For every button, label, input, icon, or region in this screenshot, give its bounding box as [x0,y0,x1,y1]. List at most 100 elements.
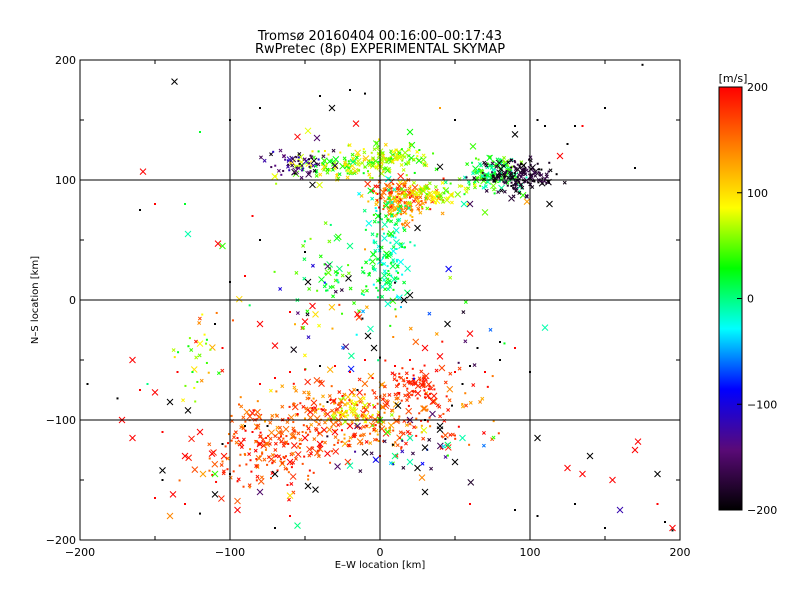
scatter-point-small [429,386,434,391]
scatter-point-small [426,192,431,197]
scatter-point-small [269,152,274,157]
scatter-point-small [393,276,398,281]
scatter-point-dot [371,176,374,179]
scatter-point-small [361,405,366,410]
scatter-point-small [333,289,338,294]
scatter-point-dot [347,164,350,167]
scatter-point-small [350,156,355,161]
scatter-point-dot [154,203,156,205]
scatter-point-dot [392,429,395,432]
scatter-point-small [402,194,407,198]
scatter-point-dot [238,464,241,467]
scatter-point-small [440,180,445,185]
scatter-point-dot [510,181,513,184]
scatter-point-x [389,262,397,270]
scatter-point-dot [193,386,196,389]
scatter-point-x [286,492,294,499]
scatter-point-dot [440,435,443,438]
scatter-point-small [427,437,432,442]
scatter-point-dot [345,163,348,166]
scatter-point-x [397,258,405,266]
scatter-point-small [411,199,416,204]
scatter-point-small [292,385,297,390]
scatter-point-small [399,375,404,380]
scatter-point-dot [188,337,191,340]
scatter-point-x [523,198,531,205]
scatter-point-x [348,352,355,360]
scatter-point-dot [269,477,272,480]
scatter-point-dot [279,435,282,438]
scatter-point-x [370,344,378,352]
scatter-point-dot [307,474,310,477]
scatter-point-x [424,194,432,202]
scatter-point-x [184,230,192,238]
scatter-point-small [494,164,499,169]
scatter-point-small [491,435,496,440]
scatter-point-dot [373,268,376,271]
scatter-point-small [502,189,507,194]
scatter-point-small [323,420,327,425]
scatter-point-dot [380,218,383,221]
scatter-point-dot [404,204,407,207]
scatter-point-dot [497,432,500,435]
scatter-point-dot [634,167,636,169]
scatter-point-dot [184,203,186,205]
scatter-point-dot [205,361,208,364]
scatter-point-small [323,221,328,226]
scatter-point-small [268,420,273,425]
scatter-point-small [171,348,176,353]
scatter-point-small [401,222,406,227]
scatter-point-small [471,383,476,387]
scatter-point-x [334,463,341,470]
scatter-point-small [317,422,321,427]
scatter-point-x [509,174,517,181]
scatter-point-x [564,464,571,472]
scatter-point-dot [264,448,267,451]
scatter-point-x [393,417,400,425]
scatter-point-dot [390,261,393,264]
scatter-point-dot [453,434,456,437]
scatter-point-dot [481,171,484,174]
scatter-point-small [379,156,384,161]
scatter-point-dot [347,414,350,417]
scatter-point-x [185,454,193,462]
colorbar-tick-label: −100 [747,398,777,411]
scatter-point-small [493,176,498,181]
scatter-point-x [469,143,477,150]
scatter-point-x [654,470,661,478]
scatter-point-small [362,150,367,155]
scatter-point-small [437,404,442,409]
scatter-point-dot [199,131,201,133]
scatter-point-x [361,449,369,456]
scatter-point-small [194,355,199,360]
scatter-point-small [353,400,358,405]
scatter-point-dot [436,195,439,198]
scatter-point-dot [288,405,291,408]
scatter-point-x [436,353,444,360]
scatter-point-dot [536,119,539,121]
scatter-point-dot [347,264,350,267]
scatter-point-small [342,156,347,161]
scatter-point-small [379,245,384,250]
scatter-point-x [301,434,309,442]
scatter-point-dot [408,196,411,199]
scatter-point-small [314,173,319,178]
scatter-point-small [296,431,301,436]
scatter-point-dot [394,365,396,367]
scatter-point-small [340,273,345,278]
scatter-point-dot [382,208,385,211]
scatter-point-small [393,392,398,397]
scatter-point-dot [525,176,528,179]
scatter-point-dot [294,323,297,326]
scatter-point-dot [391,443,394,446]
scatter-point-dot [333,443,336,446]
scatter-point-small [440,199,445,204]
scatter-point-dot [199,512,201,515]
scatter-point-small [276,168,281,173]
scatter-point-x [304,482,312,490]
scatter-point-dot [205,342,208,345]
scatter-point-dot [433,388,436,391]
scatter-point-small [254,464,259,468]
scatter-point-dot [304,251,306,253]
scatter-point-dot [336,441,339,444]
